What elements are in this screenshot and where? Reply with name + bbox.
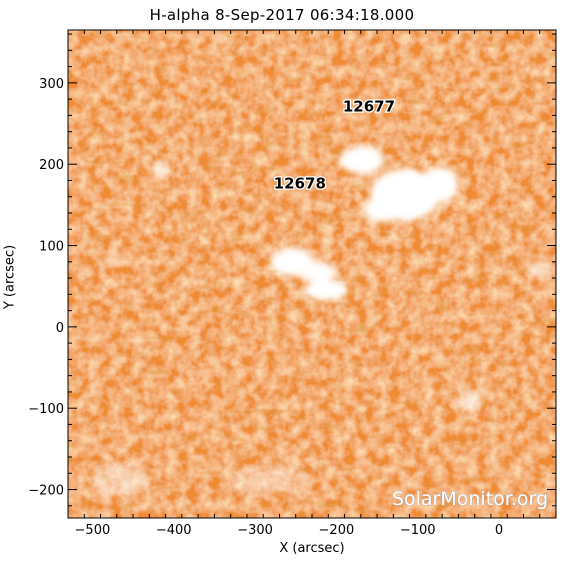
y-tick-label: 0 [56, 321, 64, 336]
plage-regions [90, 146, 550, 496]
x-tick-label: 0 [495, 523, 503, 538]
image-title: H-alpha 8-Sep-2017 06:34:18.000 [149, 6, 415, 24]
y-tick-label: −100 [28, 402, 64, 417]
x-axis: −500 −400 −300 −200 −100 0 [67, 30, 557, 538]
y-axis-label: Y (arcsec) [2, 244, 18, 310]
y-tick-label: 100 [39, 240, 64, 255]
watermark: SolarMonitor.org [392, 488, 548, 510]
active-region-label: 12678 [274, 175, 326, 193]
y-axis: −200 −100 0 100 200 300 [28, 33, 556, 507]
solar-image [68, 30, 556, 518]
y-tick-label: 200 [39, 158, 64, 173]
y-axis-label-container: Y (arcsec) [2, 232, 18, 322]
x-tick-label: −400 [156, 523, 192, 538]
x-tick-label: −300 [237, 523, 273, 538]
x-tick-label: −100 [400, 523, 436, 538]
y-tick-label: 300 [39, 77, 64, 92]
region-labels: 12677 12678 [272, 96, 396, 194]
x-axis-label: X (arcsec) [279, 541, 345, 556]
active-region-label: 12677 [343, 97, 395, 115]
x-tick-label: −200 [319, 523, 355, 538]
x-tick-label: −500 [75, 523, 111, 538]
y-tick-label: −200 [28, 484, 64, 499]
